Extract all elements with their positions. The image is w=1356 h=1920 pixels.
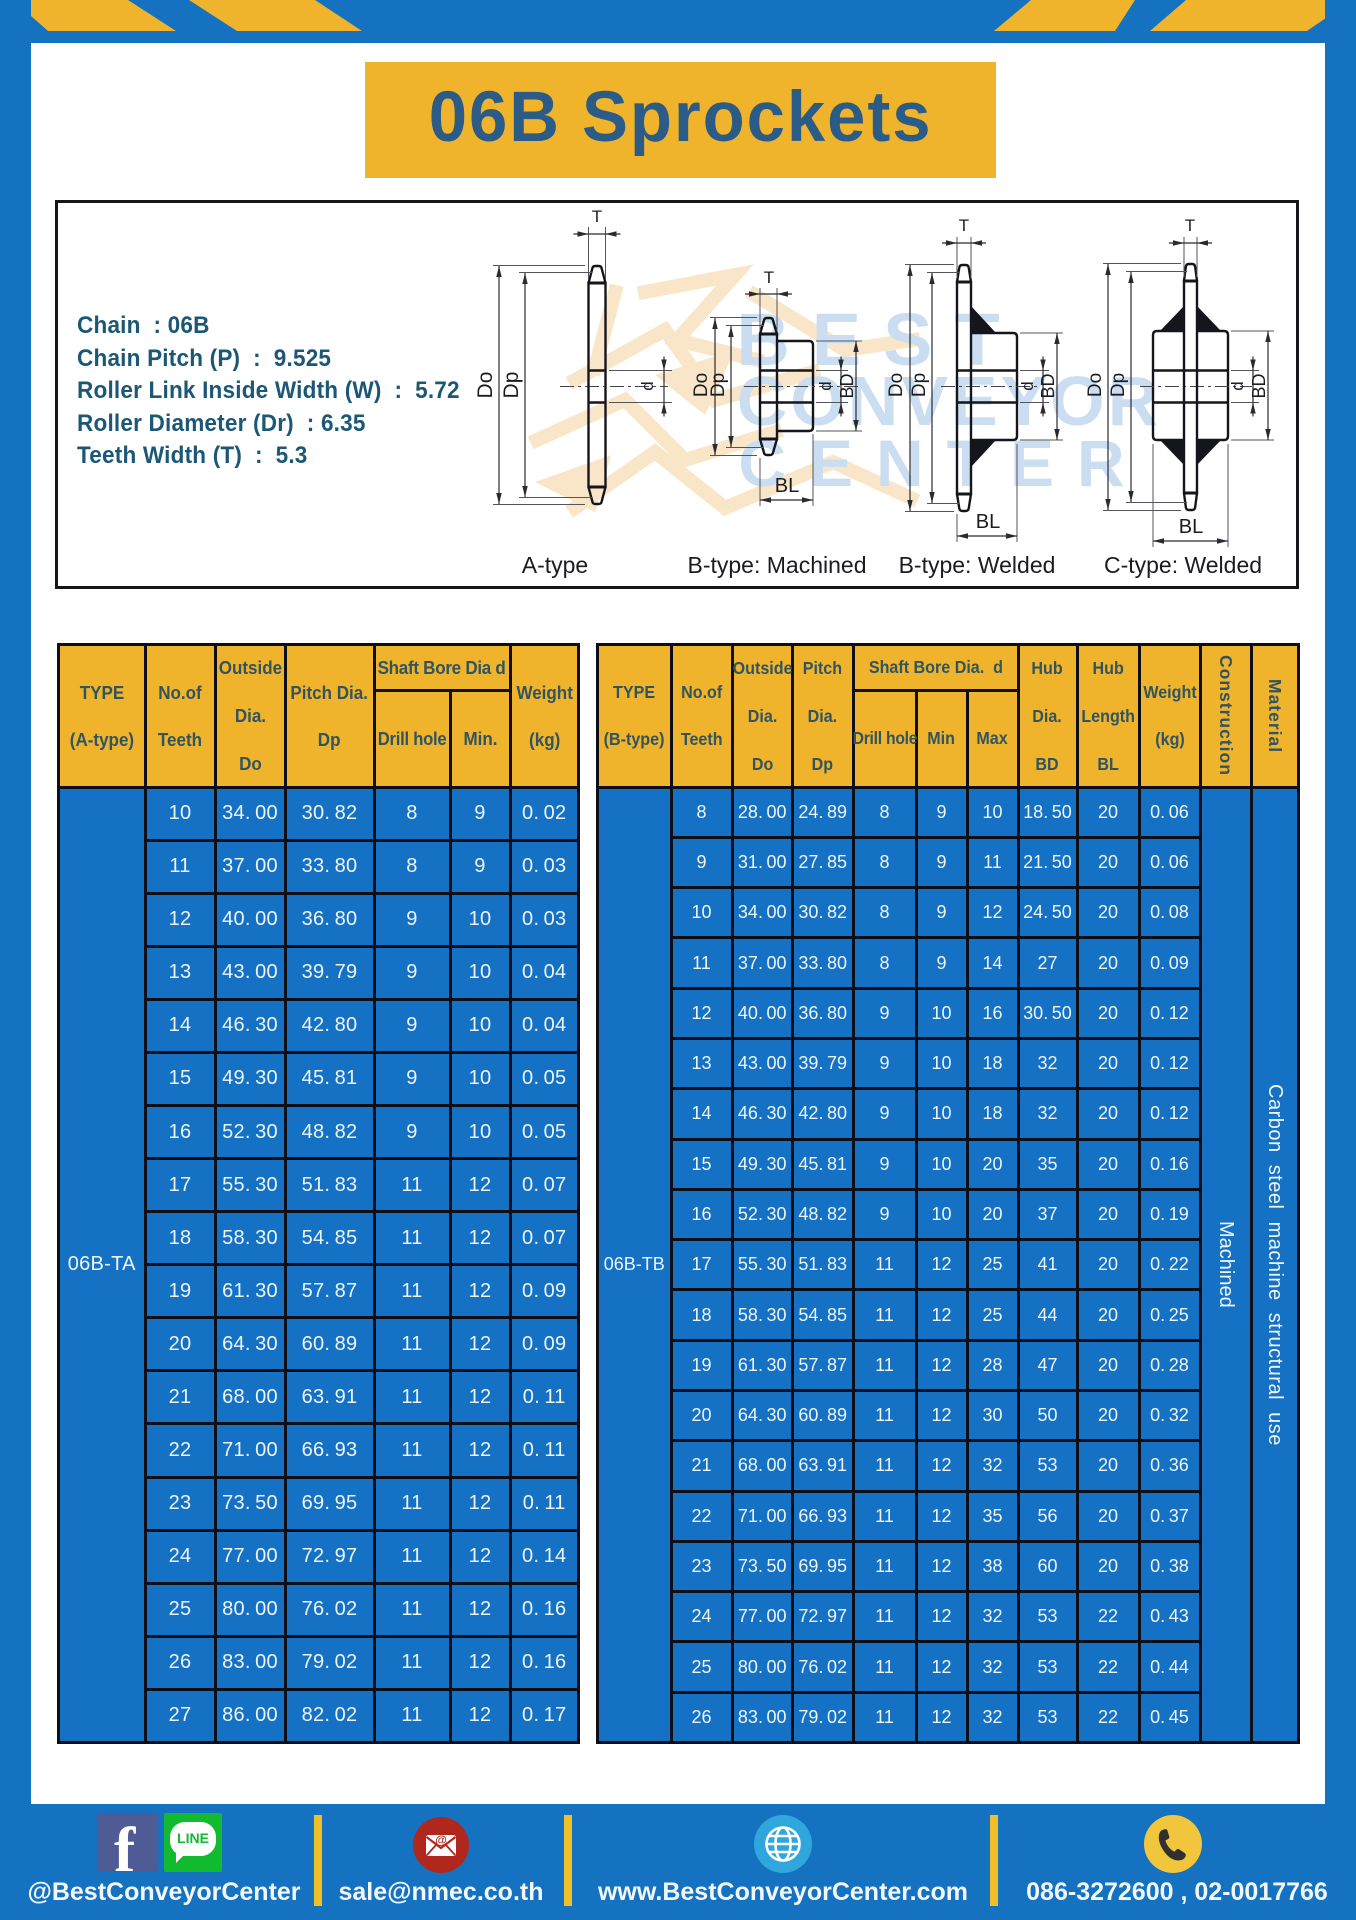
svg-text:A-type: A-type [522, 552, 588, 578]
svg-text:BEST: BEST [736, 298, 1021, 381]
svg-text:BL: BL [1179, 516, 1203, 538]
svg-text:BD: BD [1038, 373, 1058, 398]
svg-text:Do: Do [691, 373, 712, 397]
svg-text:Do: Do [1085, 373, 1106, 397]
svg-text:Dp: Dp [909, 373, 930, 397]
svg-text:CONVEYOR: CONVEYOR [737, 362, 1162, 440]
svg-text:Do: Do [474, 372, 497, 399]
svg-text:BD: BD [1249, 373, 1269, 398]
svg-text:C-type: Welded: C-type: Welded [1104, 552, 1262, 578]
svg-text:BL: BL [775, 475, 799, 497]
svg-text:T: T [959, 216, 969, 235]
svg-text:T: T [1185, 216, 1195, 235]
svg-text:Dp: Dp [500, 372, 523, 399]
svg-text:BL: BL [976, 511, 1000, 533]
svg-text:d: d [816, 381, 835, 390]
svg-text:@: @ [435, 1833, 447, 1847]
svg-text:T: T [592, 207, 602, 226]
svg-text:Do: Do [886, 373, 907, 397]
svg-text:Dp: Dp [708, 373, 729, 397]
svg-text:d: d [1228, 381, 1247, 390]
svg-text:CENTER: CENTER [738, 426, 1147, 500]
svg-text:Dp: Dp [1108, 373, 1129, 397]
svg-text:B-type: Welded: B-type: Welded [899, 552, 1056, 578]
svg-text:BD: BD [837, 373, 857, 398]
svg-text:d: d [638, 381, 657, 390]
svg-text:T: T [764, 268, 774, 287]
svg-text:d: d [1018, 381, 1037, 390]
svg-text:B-type: Machined: B-type: Machined [688, 552, 867, 578]
